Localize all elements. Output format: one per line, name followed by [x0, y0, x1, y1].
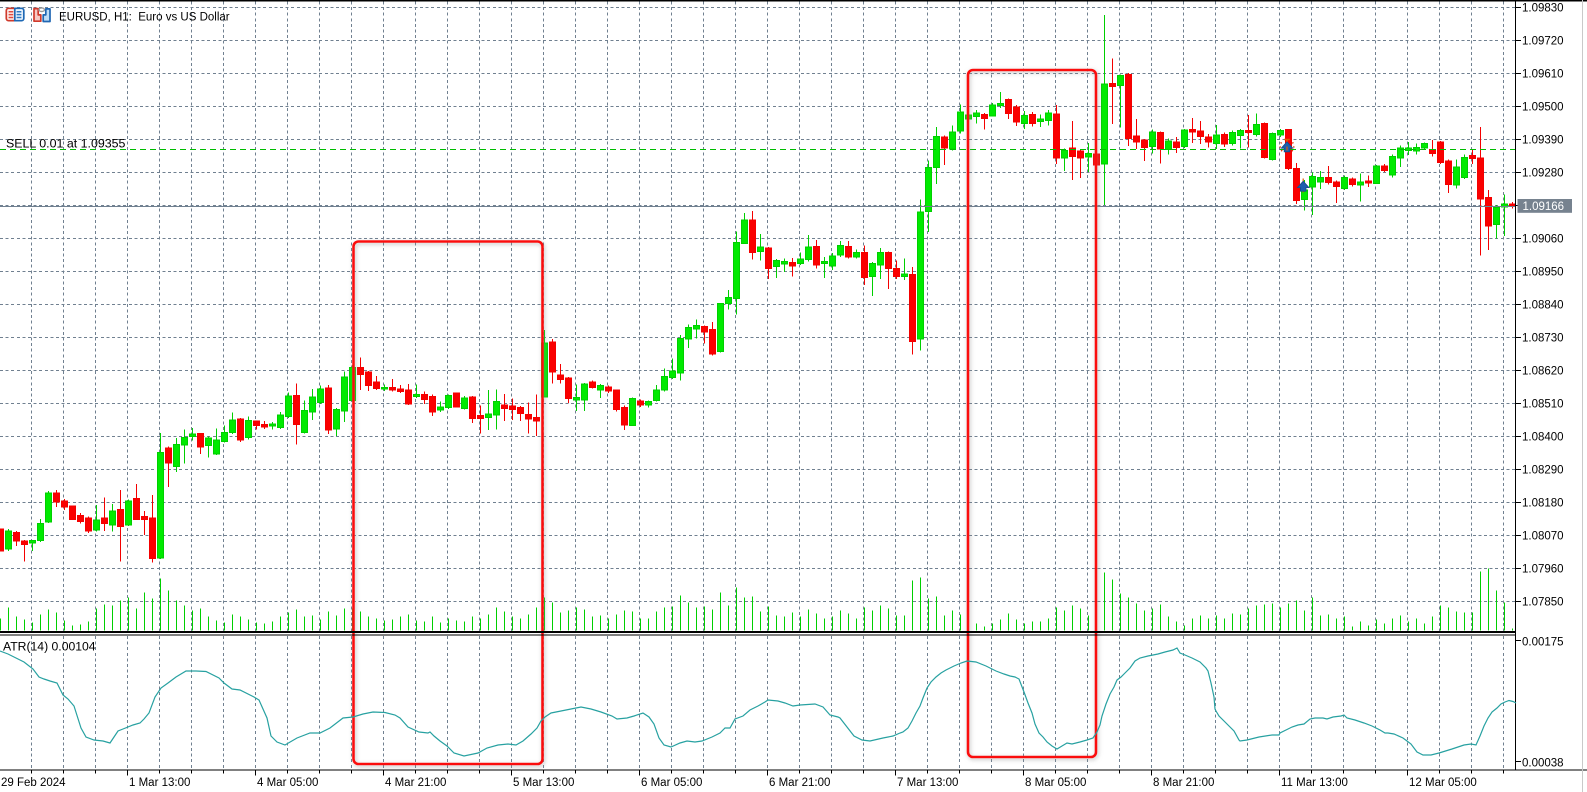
svg-text:1.08730: 1.08730: [1522, 333, 1564, 345]
svg-text:4 Mar 05:00: 4 Mar 05:00: [257, 777, 318, 789]
svg-text:1.09166: 1.09166: [1523, 201, 1565, 213]
svg-text:1 Mar 13:00: 1 Mar 13:00: [129, 777, 190, 789]
svg-text:6 Mar 21:00: 6 Mar 21:00: [769, 777, 830, 789]
svg-text:1.08950: 1.08950: [1522, 267, 1564, 279]
svg-text:0.00038: 0.00038: [1522, 758, 1564, 770]
svg-text:1.09610: 1.09610: [1522, 69, 1564, 81]
svg-text:8 Mar 05:00: 8 Mar 05:00: [1025, 777, 1086, 789]
svg-text:0.00175: 0.00175: [1522, 637, 1564, 649]
svg-text:1.08400: 1.08400: [1522, 432, 1564, 444]
svg-text:8 Mar 21:00: 8 Mar 21:00: [1153, 777, 1214, 789]
svg-text:5 Mar 13:00: 5 Mar 13:00: [513, 777, 574, 789]
svg-text:1.07960: 1.07960: [1522, 564, 1564, 576]
svg-text:1.07850: 1.07850: [1522, 597, 1564, 609]
svg-text:1.08290: 1.08290: [1522, 465, 1564, 477]
svg-text:1.08180: 1.08180: [1522, 498, 1564, 510]
svg-text:7 Mar 13:00: 7 Mar 13:00: [897, 777, 958, 789]
svg-text:29 Feb 2024: 29 Feb 2024: [1, 777, 66, 789]
svg-text:1.08070: 1.08070: [1522, 531, 1564, 543]
svg-text:1.09830: 1.09830: [1522, 3, 1564, 15]
svg-text:1.09280: 1.09280: [1522, 168, 1564, 180]
svg-text:ATR(14) 0.00104: ATR(14) 0.00104: [3, 640, 96, 654]
svg-text:1.09500: 1.09500: [1522, 102, 1564, 114]
svg-text:1.08620: 1.08620: [1522, 366, 1564, 378]
svg-text:1.08840: 1.08840: [1522, 300, 1564, 312]
svg-text:6 Mar 05:00: 6 Mar 05:00: [641, 777, 702, 789]
svg-text:11 Mar 13:00: 11 Mar 13:00: [1281, 777, 1348, 789]
svg-text:SELL 0.01 at 1.09355: SELL 0.01 at 1.09355: [6, 136, 126, 150]
svg-text:1.08510: 1.08510: [1522, 399, 1564, 411]
svg-text:EURUSD, H1: Euro vs US Dollar: EURUSD, H1: Euro vs US Dollar: [59, 12, 230, 24]
svg-text:1.09720: 1.09720: [1522, 36, 1564, 48]
svg-text:4 Mar 21:00: 4 Mar 21:00: [385, 777, 446, 789]
svg-text:1.09060: 1.09060: [1522, 234, 1564, 246]
svg-text:12 Mar 05:00: 12 Mar 05:00: [1409, 777, 1477, 789]
svg-text:1.09390: 1.09390: [1522, 135, 1564, 147]
